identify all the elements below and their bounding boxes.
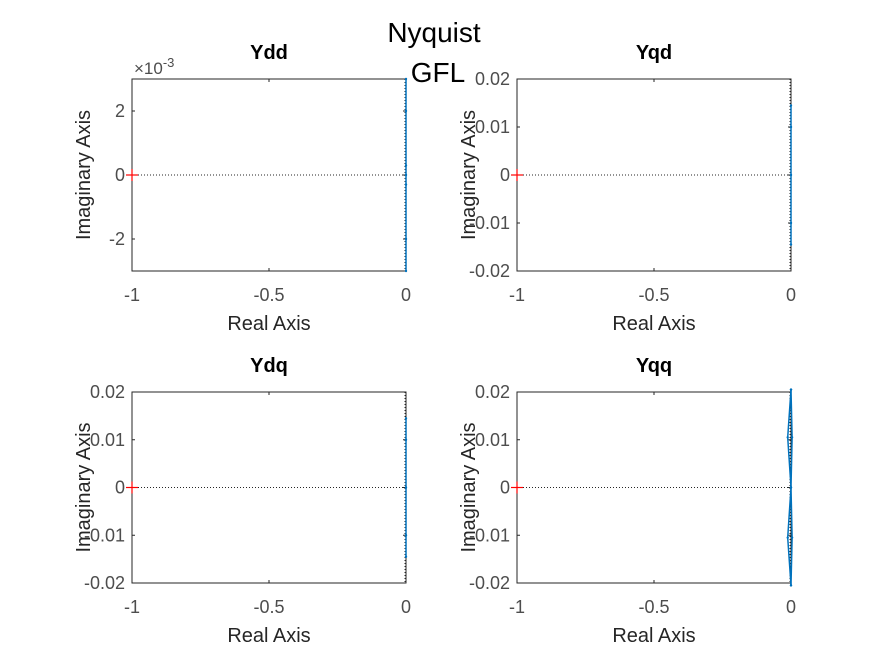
x-tick-label: -1: [509, 285, 525, 305]
y-axis-label: Imaginary Axis: [73, 110, 95, 240]
y-tick-label: 0: [115, 478, 125, 498]
y-axis-label: Imaginary Axis: [458, 110, 480, 240]
subplot-title: Yqd: [636, 42, 672, 64]
curve-point: [404, 269, 408, 273]
curve-point: [790, 436, 794, 439]
curve-point: [404, 77, 408, 81]
y-tick-label: -0.01: [469, 213, 510, 233]
curve-point: [404, 237, 408, 241]
y-tick-label: -0.02: [469, 261, 510, 281]
y-axis-label: Imaginary Axis: [458, 422, 480, 552]
axes-box: [516, 78, 792, 272]
x-axis-label: Real Axis: [227, 625, 310, 647]
curve-point: [404, 109, 408, 113]
x-tick-label: -0.5: [253, 285, 284, 305]
curve-point: [786, 436, 789, 439]
subplot-yqd: -1 -0.5 0 -0.02 -0.01 0 0.01 0.02 Yqd Real Axis Im…: [458, 42, 796, 335]
y-tick-label: -0.02: [469, 573, 510, 593]
y-exponent-power: -3: [163, 55, 175, 70]
curve-point: [404, 417, 408, 420]
x-tick-label: -0.5: [638, 597, 669, 617]
y-tick-label: 0.01: [475, 117, 510, 137]
y-tick-label: 0.01: [90, 430, 125, 450]
x-tick-label: -0.5: [253, 597, 284, 617]
curve-point: [789, 221, 793, 225]
x-tick-label: -1: [124, 597, 140, 617]
subplot-yqq: -1 -0.5 0 -0.02 -0.01 0 0.01 0.02 Yqq Real Axis Im…: [458, 355, 796, 647]
curve-point: [404, 486, 408, 489]
x-axis-label: Real Axis: [612, 313, 695, 335]
figure-title-line-2: GFL: [411, 57, 465, 88]
y-tick-label: 0: [115, 165, 125, 185]
curve-point: [789, 173, 793, 177]
y-tick-label: 0.01: [475, 430, 510, 450]
curve-point: [789, 243, 793, 246]
subplot-title: Yqq: [636, 355, 672, 377]
y-exponent-base: ×10: [134, 59, 163, 78]
x-axis-label: Real Axis: [227, 313, 310, 335]
curve-point: [789, 125, 793, 129]
curve-point: [790, 536, 794, 539]
curve-point: [404, 438, 408, 441]
curve-point: [789, 104, 793, 107]
figure-title-line-1: Nyquist: [387, 17, 481, 48]
x-axis-label: Real Axis: [612, 625, 695, 647]
subplot-title: Ydd: [250, 42, 288, 64]
curve-point: [404, 164, 408, 167]
curve-point: [404, 173, 408, 177]
curve-point: [789, 388, 793, 391]
subplot-ydq: -1 -0.5 0 -0.02 -0.01 0 0.01 0.02 Ydq Real Axis Im…: [73, 355, 411, 647]
y-tick-label: 0.02: [90, 382, 125, 402]
y-tick-label: 2: [115, 101, 125, 121]
y-tick-label: 0: [500, 165, 510, 185]
y-axis-label: Imaginary Axis: [73, 422, 95, 552]
x-tick-label: -0.5: [638, 285, 669, 305]
curve-point: [404, 534, 408, 537]
x-tick-label: -1: [124, 285, 140, 305]
y-tick-label: 0.02: [475, 382, 510, 402]
axes-box: [131, 391, 407, 584]
axes-box: [131, 78, 407, 272]
x-tick-label: 0: [401, 285, 411, 305]
x-tick-label: 0: [401, 597, 411, 617]
y-tick-label: -0.01: [469, 525, 510, 545]
y-tick-label: 0.02: [475, 69, 510, 89]
axes-box: [516, 391, 792, 584]
y-tick-label: 0: [500, 478, 510, 498]
y-tick-label: -0.02: [84, 573, 125, 593]
y-tick-label: -0.01: [84, 525, 125, 545]
curve-point: [404, 555, 408, 558]
y-exponent-label: ×10-3: [134, 55, 174, 78]
y-tick-label: -2: [109, 229, 125, 249]
x-tick-label: -1: [509, 597, 525, 617]
x-tick-label: 0: [786, 285, 796, 305]
x-tick-label: 0: [786, 597, 796, 617]
curve-point: [786, 536, 789, 539]
curve-point: [789, 486, 793, 489]
curve-point: [404, 183, 408, 186]
curve-point: [789, 584, 793, 587]
subplot-ydd: -1 -0.5 0 -2 0 2 ×10-3 Ydd Real Axis Imaginary Ax…: [73, 42, 411, 335]
subplot-title: Ydq: [250, 355, 288, 377]
